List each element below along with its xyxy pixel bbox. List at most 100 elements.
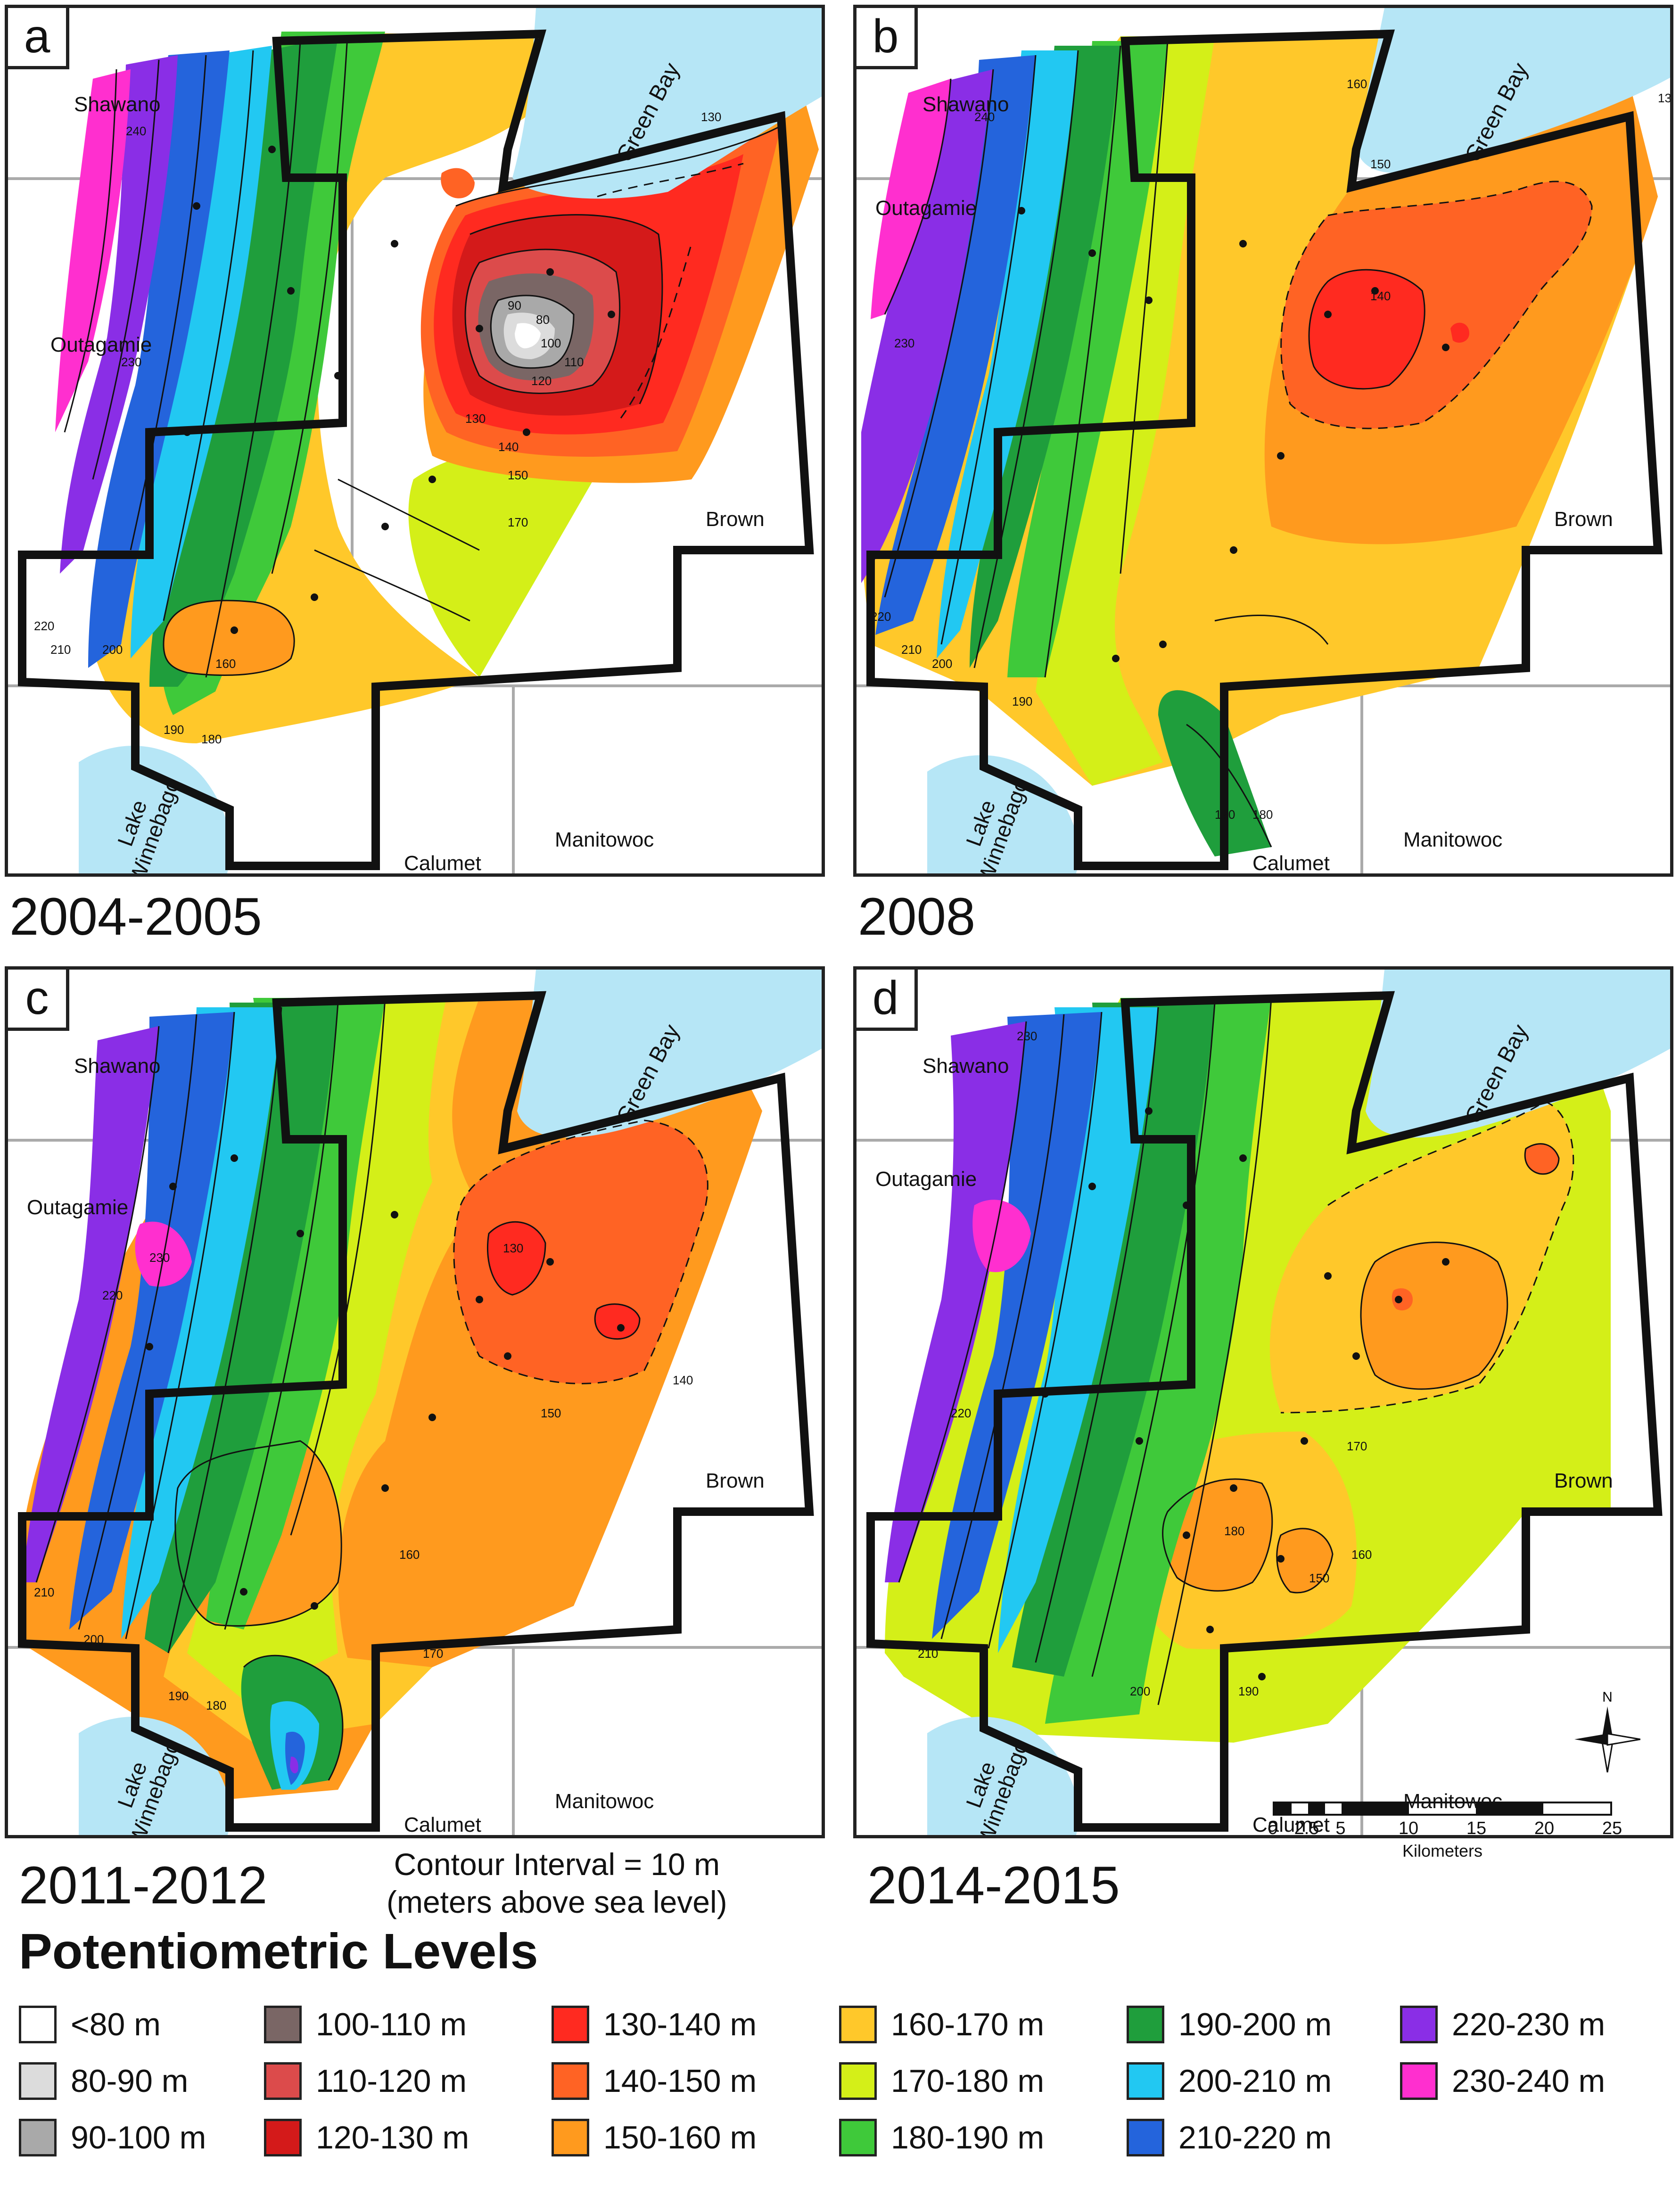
- scale-tick: 5: [1335, 1818, 1346, 1838]
- legend-item: 80-90 m: [19, 2060, 188, 2102]
- legend-swatch: [19, 2119, 57, 2156]
- contour-value-label: 200: [102, 642, 123, 657]
- contour-value-label: 150: [508, 468, 528, 482]
- legend-label: 170-180 m: [891, 2063, 1045, 2099]
- contour-value-label: 150: [541, 1406, 561, 1420]
- contour-value-label: 220: [34, 619, 54, 633]
- county-label-shawano: Shawano: [74, 1054, 161, 1078]
- scale-tick: 2.5: [1294, 1818, 1319, 1838]
- county-label-calumet: Calumet: [1252, 1813, 1330, 1836]
- county-label-shawano: Shawano: [922, 93, 1009, 116]
- legend-label: 130-140 m: [603, 2007, 757, 2042]
- legend-label: 80-90 m: [71, 2063, 189, 2099]
- map-panel-d: d 230 220 210 200 190 180 17: [853, 966, 1673, 1838]
- contour-value-label: 130: [1658, 91, 1673, 105]
- contour-value-label: 240: [974, 110, 995, 124]
- legend-label: 160-170 m: [891, 2007, 1045, 2042]
- contour-interval-line1: Contour Interval = 10 m: [394, 1847, 720, 1882]
- contour-value-label: 180: [1252, 807, 1273, 822]
- contour-value-label: 160: [215, 657, 236, 671]
- contour-value-label: 100: [541, 336, 561, 350]
- contour-value-label: 120: [531, 374, 552, 388]
- county-label-outagamie: Outagamie: [875, 1168, 977, 1191]
- contour-value-label: 180: [206, 1698, 226, 1712]
- legend-label: 140-150 m: [603, 2063, 757, 2099]
- legend-item: 220-230 m: [1400, 2003, 1605, 2046]
- legend-swatch: [1127, 2006, 1164, 2043]
- contour-value-label: 170: [508, 515, 528, 529]
- contour-interval-line2: (meters above sea level): [387, 1884, 727, 1919]
- legend-item: 200-210 m: [1127, 2060, 1332, 2102]
- panel-letter: d: [856, 970, 918, 1031]
- contour-value-label: 160: [399, 1547, 420, 1562]
- county-label-brown: Brown: [1554, 508, 1613, 531]
- panel-title-c: 2011-2012: [19, 1856, 268, 1915]
- legend-label: 200-210 m: [1178, 2063, 1332, 2099]
- county-label-shawano: Shawano: [922, 1054, 1009, 1078]
- legend-swatch: [839, 2119, 877, 2156]
- scale-unit: Kilometers: [1402, 1841, 1483, 1860]
- county-label-outagamie: Outagamie: [50, 333, 152, 356]
- contour-value-label: 210: [34, 1585, 54, 1599]
- county-label-brown: Brown: [706, 1469, 765, 1492]
- scale-ticks: 0 2.5 5 10 15 20 25: [1268, 1816, 1622, 1839]
- panel-title-d: 2014-2015: [867, 1856, 1120, 1915]
- scale-tick: 10: [1398, 1818, 1419, 1838]
- legend-swatch: [552, 2062, 589, 2100]
- contour-value-label: 240: [126, 124, 146, 138]
- legend-swatch: [19, 2006, 57, 2043]
- contour-value-label: 80: [536, 313, 550, 327]
- map-panel-a: a: [5, 5, 825, 877]
- legend-item: 120-130 m: [264, 2116, 469, 2159]
- legend-swatch: [839, 2006, 877, 2043]
- legend-swatch: [264, 2006, 302, 2043]
- legend-swatch: [552, 2119, 589, 2156]
- county-label-calumet: Calumet: [404, 1813, 481, 1836]
- county-label-manitowoc: Manitowoc: [1403, 828, 1503, 851]
- contour-value-label: 160: [1347, 77, 1367, 91]
- contour-value-label: 220: [102, 1288, 123, 1302]
- legend-label: 220-230 m: [1452, 2007, 1606, 2042]
- county-label-shawano: Shawano: [74, 93, 161, 116]
- contour-value-label: 130: [465, 411, 486, 426]
- legend-label: 230-240 m: [1452, 2063, 1606, 2099]
- county-label-outagamie: Outagamie: [27, 1196, 129, 1219]
- legend-title: Potentiometric Levels: [19, 1924, 538, 1979]
- county-label-calumet: Calumet: [1252, 852, 1330, 875]
- scale-tick: 0: [1268, 1818, 1278, 1838]
- contour-value-label: 190: [168, 1689, 189, 1703]
- contour-value-label: 220: [951, 1406, 971, 1420]
- contour-value-label: 150: [1309, 1571, 1329, 1585]
- contour-value-label: 180: [1224, 1524, 1244, 1538]
- scale-tick: 25: [1602, 1818, 1622, 1838]
- contour-value-label: 180: [201, 732, 222, 746]
- legend-item: 190-200 m: [1127, 2003, 1332, 2046]
- contour-value-label: 130: [503, 1241, 523, 1255]
- panel-letter: c: [8, 970, 69, 1031]
- county-label-calumet: Calumet: [404, 852, 481, 875]
- contour-interval-note: Contour Interval = 10 m (meters above se…: [387, 1845, 727, 1921]
- county-label-outagamie: Outagamie: [875, 197, 977, 220]
- contour-value-label: 210: [901, 642, 922, 657]
- panel-letter: b: [856, 8, 918, 69]
- contour-value-label: 210: [918, 1646, 938, 1661]
- contour-value-label: 230: [894, 336, 914, 350]
- legend-label: 150-160 m: [603, 2120, 757, 2156]
- legend-item: 100-110 m: [264, 2003, 467, 2046]
- contour-value-label: 170: [423, 1646, 443, 1661]
- legend-label: 180-190 m: [891, 2120, 1045, 2156]
- contour-value-label: 190: [1012, 694, 1032, 708]
- contour-map-c: 230 220 210 200 190 180 170 160 150 140 130: [8, 970, 822, 1835]
- contour-value-label: 160: [1351, 1547, 1372, 1562]
- contour-value-label: 170: [1347, 1439, 1367, 1453]
- legend-label: 120-130 m: [316, 2120, 469, 2156]
- legend-item: 210-220 m: [1127, 2116, 1332, 2159]
- contour-value-label: 130: [701, 110, 721, 124]
- county-label-brown: Brown: [706, 508, 765, 531]
- legend-label: 190-200 m: [1178, 2007, 1332, 2042]
- legend-item: 140-150 m: [552, 2060, 757, 2102]
- contour-value-label: 190: [164, 723, 184, 737]
- contour-value-label: 210: [50, 642, 71, 657]
- legend-item: 90-100 m: [19, 2116, 206, 2159]
